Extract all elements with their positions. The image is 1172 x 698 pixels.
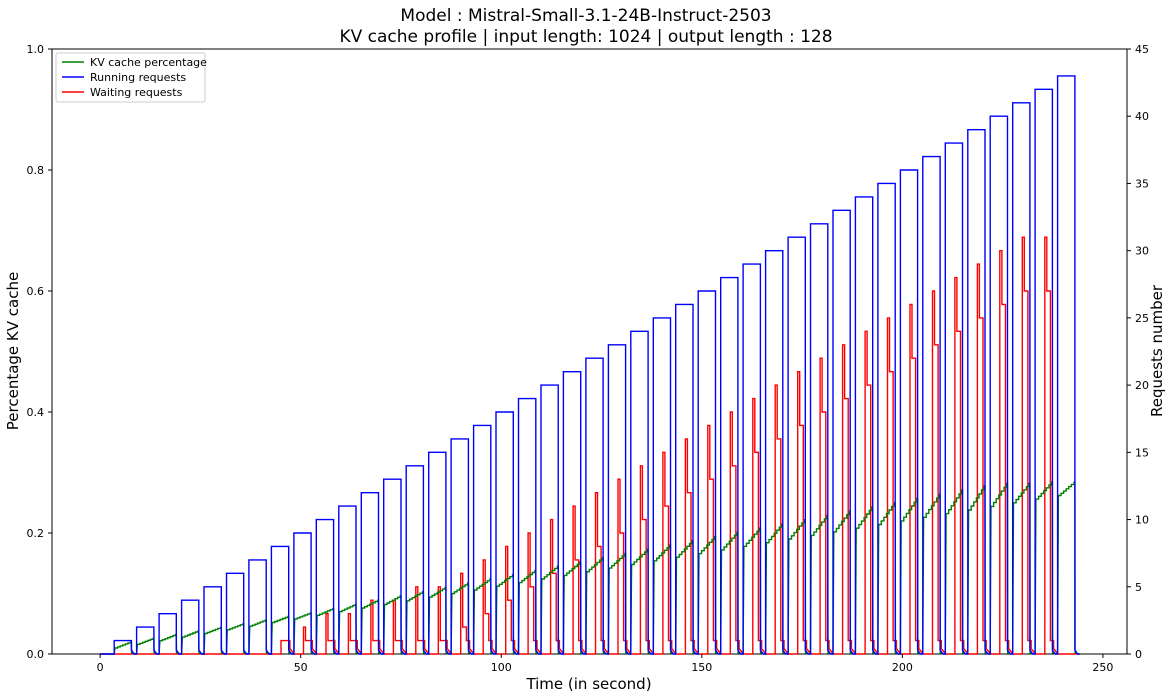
y-right-tick-label: 0 — [1135, 648, 1142, 661]
x-tick-label: 0 — [97, 661, 104, 674]
y-right-tick-label: 40 — [1135, 110, 1149, 123]
y-right-tick-label: 25 — [1135, 312, 1149, 325]
y-right-tick-label: 30 — [1135, 245, 1149, 258]
y-axis-label: Percentage KV cache — [4, 272, 22, 430]
x-tick-label: 250 — [1092, 661, 1113, 674]
y-tick-label: 1.0 — [27, 43, 45, 56]
y-tick-label: 0.8 — [27, 164, 45, 177]
y-axis-right-label: Requests number — [1148, 284, 1166, 417]
legend-label-waiting: Waiting requests — [90, 86, 183, 99]
y-tick-label: 0.6 — [27, 285, 45, 298]
x-axis-label: Time (in second) — [525, 675, 651, 693]
ticks-layer: 0 50 100 150 200 250 0.0 0.2 0.4 0.6 0.8 1.0 0 5 10 15 2… — [27, 43, 1150, 674]
chart-title: Model : Mistral-Small-3.1-24B-Instruct-2… — [400, 6, 771, 26]
y-right-tick-label: 35 — [1135, 177, 1149, 190]
x-tick-label: 100 — [491, 661, 512, 674]
series-running-requests — [100, 75, 1080, 655]
plot-frame — [51, 48, 1128, 655]
legend-frame — [55, 52, 206, 103]
y-right-tick-label: 15 — [1135, 446, 1149, 459]
chart-subtitle: KV cache profile | input length: 1024 | … — [339, 27, 832, 47]
y-tick-label: 0.4 — [27, 406, 45, 419]
y-right-tick-label: 45 — [1135, 43, 1149, 56]
y-tick-label: 0.0 — [27, 648, 45, 661]
series-layer — [100, 75, 1080, 655]
legend-label-kv: KV cache percentage — [90, 56, 207, 69]
legend: KV cache percentage Running requests Wai… — [55, 52, 207, 103]
y-right-tick-label: 5 — [1135, 581, 1142, 594]
series-waiting-requests — [100, 236, 1080, 655]
x-tick-label: 200 — [892, 661, 913, 674]
legend-label-running: Running requests — [90, 71, 186, 84]
x-tick-label: 150 — [691, 661, 712, 674]
y-tick-label: 0.2 — [27, 527, 45, 540]
x-tick-label: 50 — [294, 661, 308, 674]
plot-area — [51, 48, 1128, 655]
y-right-tick-label: 20 — [1135, 379, 1149, 392]
y-right-tick-label: 10 — [1135, 514, 1149, 527]
